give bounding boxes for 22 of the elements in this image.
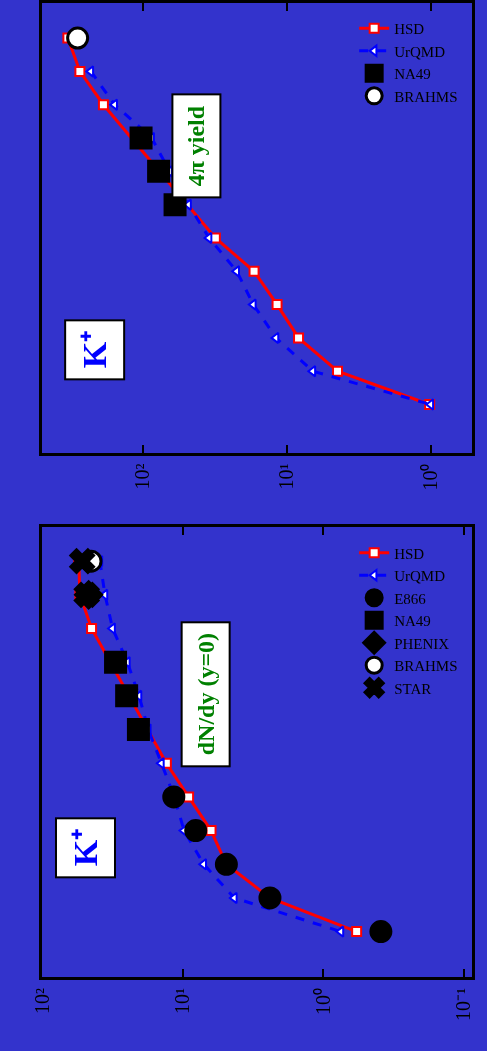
annotation: K⁺ (66, 828, 104, 867)
legend-label: E866 (394, 590, 427, 607)
legend-label: PHENIX (394, 635, 450, 652)
legend-label: BRAHMS (394, 658, 458, 675)
legend-label: HSD (394, 21, 425, 38)
legend-label: BRAHMS (394, 88, 458, 105)
legend-label: NA49 (394, 613, 431, 630)
legend-label: HSD (394, 545, 425, 562)
annotation: K⁺ (76, 330, 114, 369)
x-tick-label: 10⁻¹ (452, 988, 475, 1022)
x-tick-label: 10¹ (171, 988, 194, 1015)
x-tick-label: 10¹ (275, 463, 298, 490)
x-tick-label: 10⁰ (311, 988, 334, 1016)
legend-label: STAR (394, 680, 432, 697)
legend-label: UrQMD (394, 568, 446, 585)
x-tick-label: 10² (131, 463, 154, 490)
x-tick-label: 10² (30, 988, 53, 1015)
annotation: 4π yield (183, 105, 210, 187)
annotation: dN/dy (y=0) (192, 632, 219, 756)
x-tick-label: 10⁰ (419, 463, 442, 491)
legend-label: NA49 (394, 66, 431, 83)
legend-label: UrQMD (394, 43, 446, 60)
